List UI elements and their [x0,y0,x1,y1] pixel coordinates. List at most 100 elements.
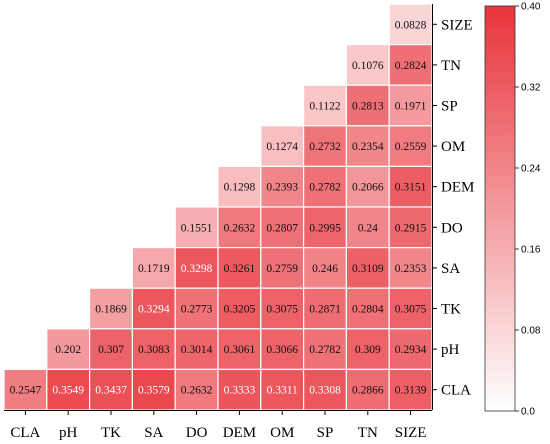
x-tick-label: DO [186,425,208,441]
heatmap-cells: 0.0828 0.1076 0.2824 0.1122 0.2813 0.1971 0.12… [3,3,433,411]
cell-value-label: 0.3075 [395,304,427,316]
cell-value-label: 0.3061 [224,344,256,356]
cell-value-label: 0.3109 [352,263,384,275]
cell-value-label: 0.3083 [138,344,170,356]
cell-value-label: 0.2393 [266,182,298,194]
cell-value-label: 0.2871 [309,304,341,316]
cell-value-label: 0.246 [312,263,338,275]
colorbar-tick-label: 0.24 [521,164,541,175]
heatmap-cell [388,287,433,330]
colorbar: 0.0 0.08 0.16 0.24 0.32 0.40 [484,2,541,418]
cell-value-label: 0.3333 [224,385,256,397]
cell-value-label: 0.309 [355,344,381,356]
cell-value-label: 0.3151 [395,182,427,194]
heatmap-cell [388,328,433,370]
heatmap-cell [388,125,433,168]
cell-value-label: 0.2547 [10,385,42,397]
y-tick-label: SP [441,99,458,115]
y-tick-label: SIZE [441,17,473,33]
heatmap-cell [345,247,390,289]
heatmap-cell [388,84,433,127]
x-tick-label: DEM [223,425,256,441]
heatmap-cell [174,368,219,411]
cell-value-label: 0.3014 [181,344,213,356]
cell-value-label: 0.3205 [224,304,256,316]
heatmap-cell [88,287,133,330]
cell-value-label: 0.2804 [352,304,384,316]
heatmap-cell [260,165,305,208]
y-tick-label: pH [441,342,460,358]
colorbar-gradient [484,5,516,412]
cell-value-label: 0.2782 [309,182,341,194]
cell-value-label: 0.202 [55,344,81,356]
cell-value-label: 0.2354 [352,141,384,153]
cell-value-label: 0.3294 [138,304,170,316]
cell-value-label: 0.2632 [181,385,213,397]
cell-value-label: 0.1122 [309,101,340,113]
colorbar-tick-label: 0.16 [521,245,541,256]
cell-value-label: 0.2813 [352,101,384,113]
x-axis: CLA pH TK SA DO DEM OM SP TN SIZE [4,410,432,441]
cell-value-label: 0.3437 [95,385,127,397]
cell-value-label: 0.3308 [309,385,341,397]
cell-value-label: 0.2559 [395,141,427,153]
heatmap-cell [345,206,390,249]
cell-value-label: 0.2866 [352,385,384,397]
cell-value-label: 0.24 [358,222,378,234]
cell-value-label: 0.3579 [138,385,170,397]
x-tick-label: TN [358,425,378,441]
cell-value-label: 0.1076 [352,60,384,72]
heatmap-cell [46,328,91,370]
heatmap-cell [388,247,433,289]
cell-value-label: 0.307 [98,344,124,356]
heatmap-cell [217,368,262,411]
heatmap-cell [131,247,176,289]
cell-value-label: 0.2353 [395,263,427,275]
cell-value-label: 0.0828 [395,19,427,31]
heatmap-cell [303,125,348,168]
cell-value-label: 0.2632 [224,222,256,234]
cell-value-label: 0.1869 [95,304,127,316]
cell-value-label: 0.2807 [266,222,298,234]
y-tick-label: CLA [441,383,471,399]
y-tick-label: TN [441,58,461,74]
heatmap-cell [388,3,433,46]
heatmap-cell [131,368,176,411]
cell-value-label: 0.1551 [181,222,213,234]
cell-value-label: 0.1971 [395,101,427,113]
x-tick-label: SA [144,425,163,441]
heatmap-cell [174,206,219,249]
heatmap-cell [303,368,348,411]
y-tick-label: TK [441,302,461,318]
y-tick-label: OM [441,139,465,155]
heatmap-cell [345,165,390,208]
cell-value-label: 0.2759 [266,263,298,275]
cell-value-label: 0.3066 [266,344,298,356]
colorbar-tick-label: 0.0 [521,407,535,418]
x-tick-label: SIZE [395,425,427,441]
cell-value-label: 0.3075 [266,304,298,316]
cell-value-label: 0.2824 [395,60,427,72]
cell-value-label: 0.3261 [224,263,256,275]
cell-value-label: 0.2732 [309,141,341,153]
heatmap-cell [46,368,91,411]
heatmap-cell [174,287,219,330]
heatmap-cell [345,368,390,411]
cell-value-label: 0.2915 [395,222,427,234]
cell-value-label: 0.1298 [224,182,256,194]
x-tick-label: pH [59,425,78,441]
heatmap-cell [303,206,348,249]
cell-value-label: 0.1719 [138,263,170,275]
colorbar-tick-label: 0.08 [521,326,541,337]
heatmap-cell [217,206,262,249]
colorbar-tick-label: 0.32 [521,83,541,94]
heatmap-cell [345,43,390,86]
heatmap-cell [260,328,305,370]
y-tick-label: DO [441,220,463,236]
y-axis: SIZE TN SP OM DEM DO SA TK pH CLA [432,4,474,410]
cell-value-label: 0.3311 [267,385,298,397]
heatmap-cell [88,368,133,411]
cell-value-label: 0.3298 [181,263,213,275]
heatmap-cell [260,206,305,249]
